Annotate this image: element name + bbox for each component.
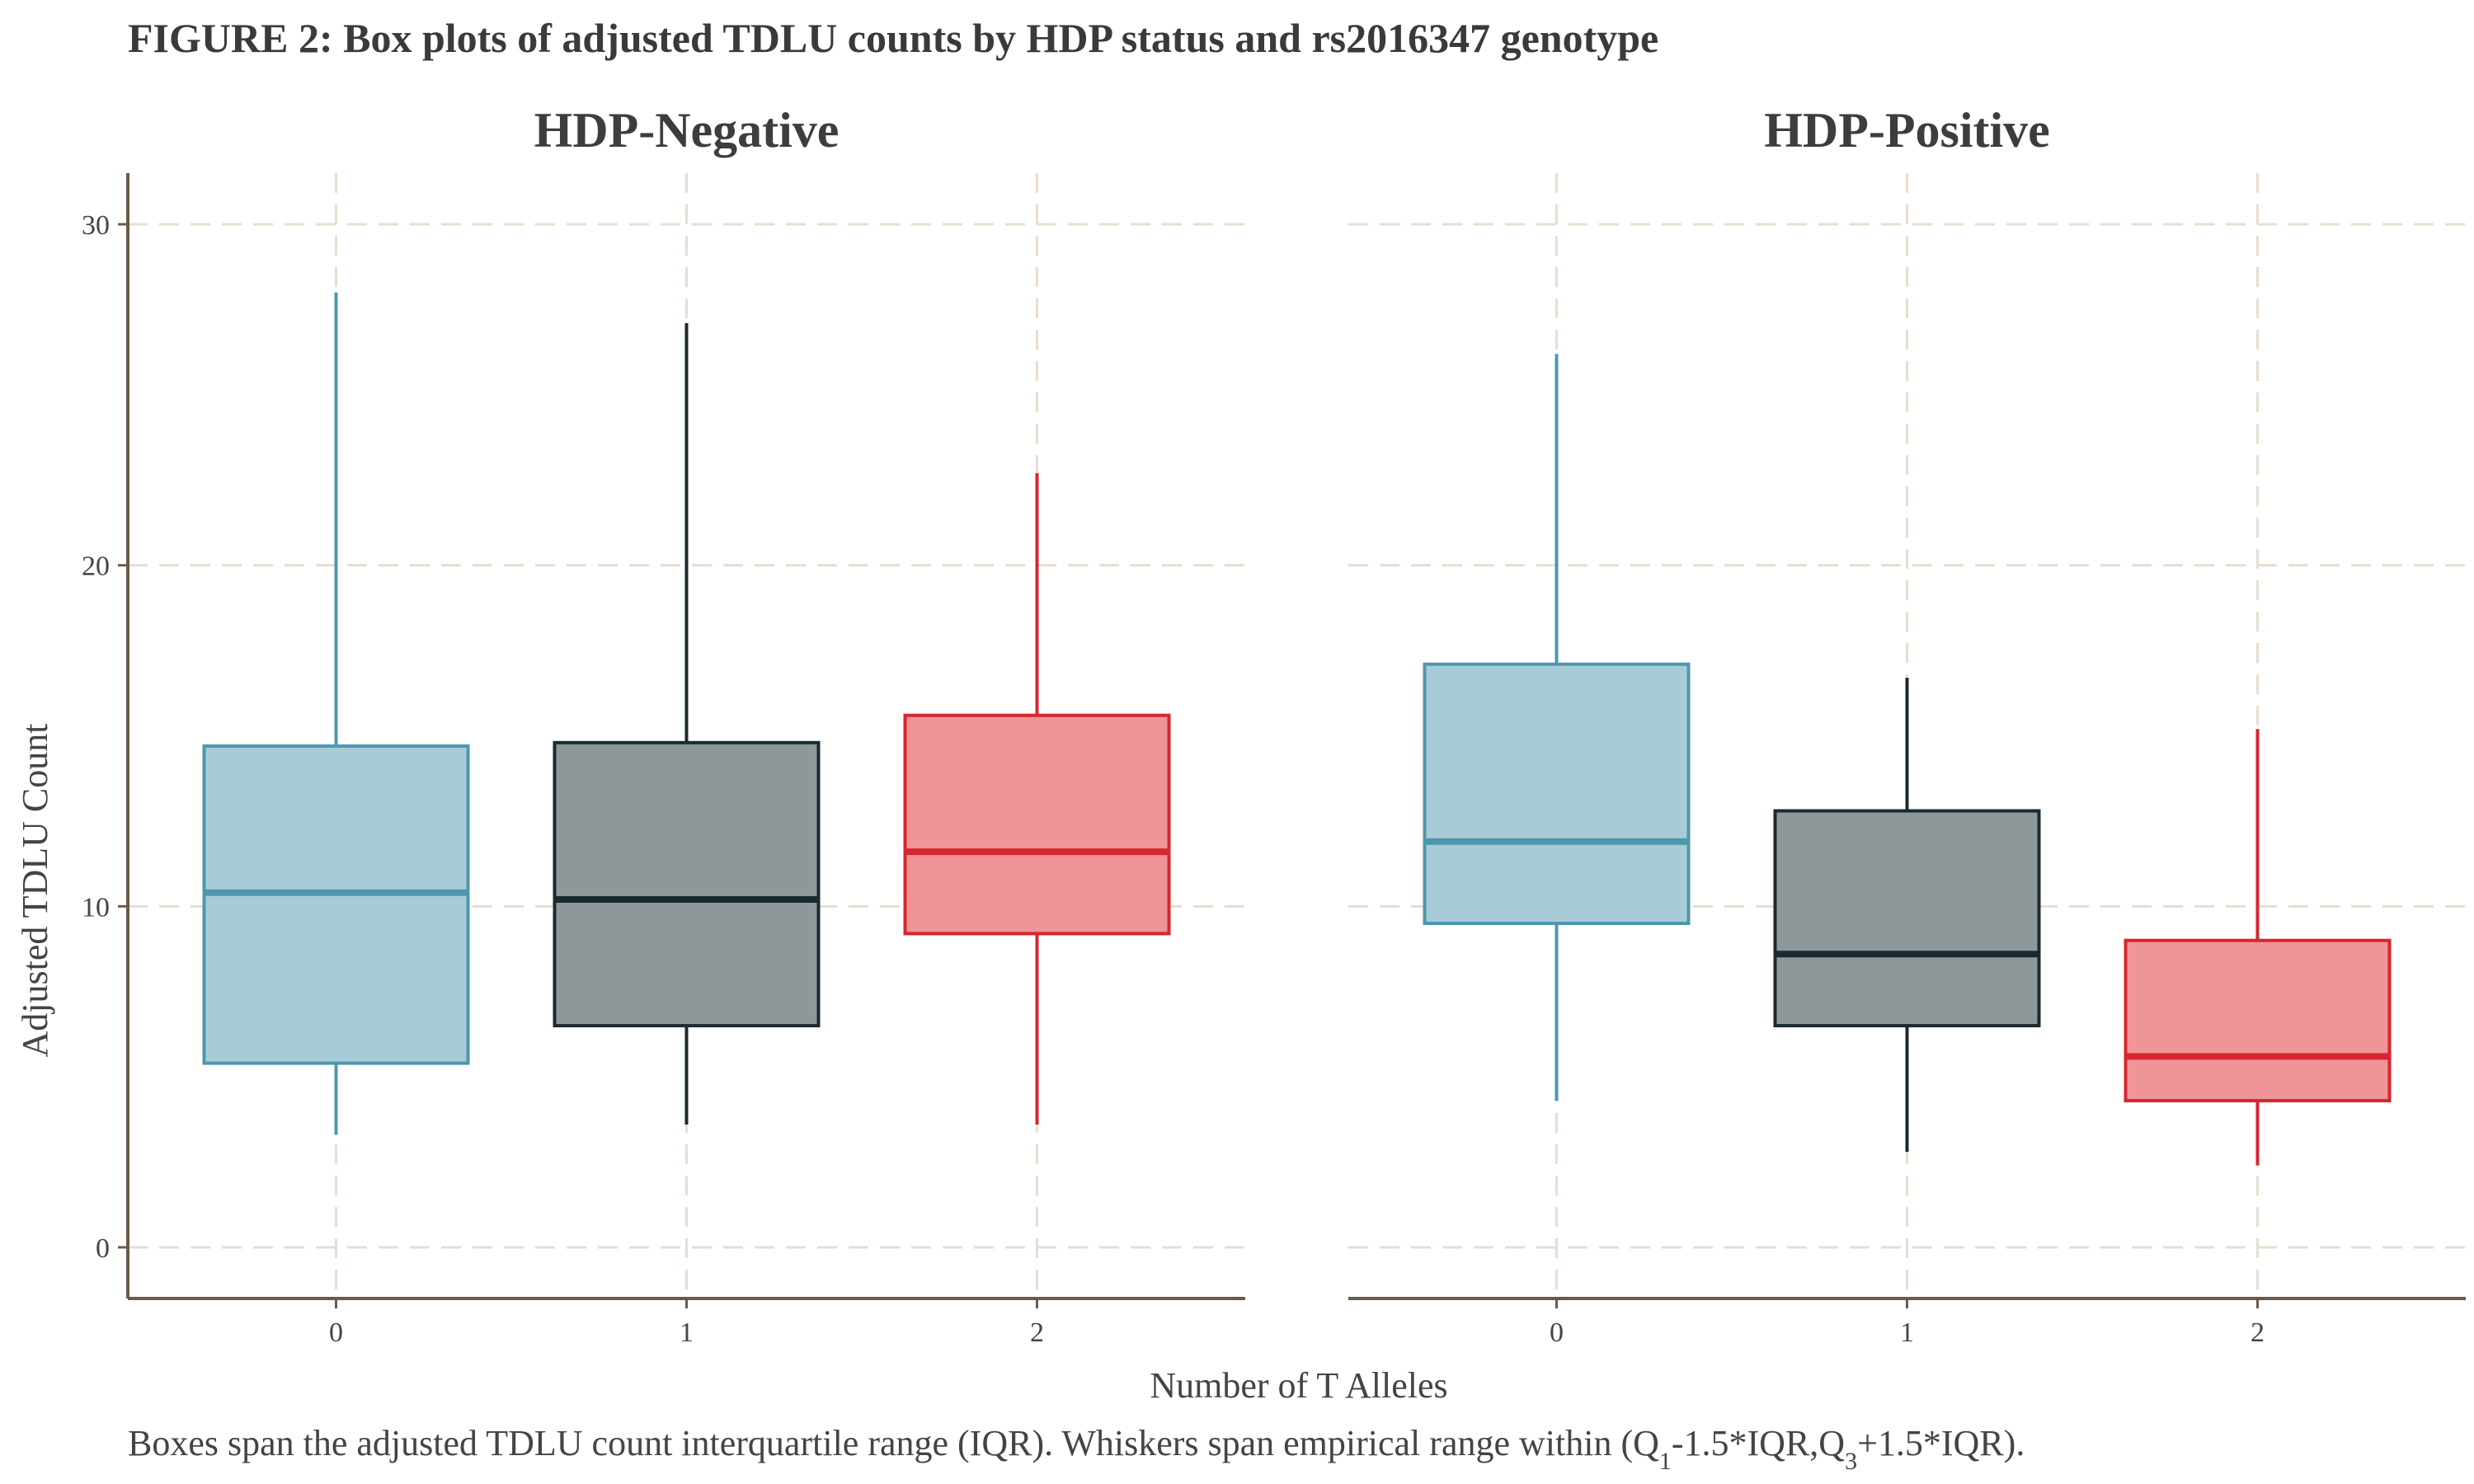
box-hdp-negative-2 (903, 473, 1171, 1125)
box-iqr (2124, 938, 2392, 1103)
panel-hdp-negative: HDP-Negative 0 1 2 0 10 20 30 (82, 103, 1245, 1348)
x-ticks-hdp-positive: 0 1 2 (1550, 1298, 2265, 1348)
box-iqr (903, 713, 1171, 936)
y-tick-label-20: 20 (82, 552, 110, 582)
box-hdp-positive-2 (2124, 729, 2392, 1166)
y-tick-label-10: 10 (82, 892, 110, 923)
box-hdp-positive-0 (1423, 354, 1691, 1101)
box-hdp-negative-1 (553, 323, 821, 1125)
box-iqr (1773, 809, 2041, 1028)
y-ticks: 0 10 20 30 (82, 210, 128, 1264)
caption-sub-1: 1 (1659, 1448, 1672, 1475)
box-iqr (1423, 662, 1691, 925)
caption-prefix: Boxes span the adjusted TDLU count inter… (128, 1423, 1659, 1463)
y-tick-label-30: 30 (82, 210, 110, 241)
figure-caption: Boxes span the adjusted TDLU count inter… (128, 1423, 2025, 1475)
x-tick-label-2: 2 (1030, 1317, 1044, 1348)
boxes-hdp-negative (202, 292, 1171, 1135)
caption-sub-3: 3 (1845, 1448, 1857, 1475)
x-tick-label-1: 1 (680, 1317, 694, 1348)
y-tick-label-0: 0 (96, 1233, 110, 1264)
x-tick-label-0: 0 (329, 1317, 343, 1348)
x-axis-label: Number of T Alleles (1150, 1365, 1447, 1406)
axes-hdp-negative (126, 173, 1245, 1300)
x-tick-label-1: 1 (1900, 1317, 1914, 1348)
y-axis-label: Adjusted TDLU Count (15, 724, 55, 1058)
box-iqr (202, 744, 470, 1065)
box-iqr (553, 740, 821, 1028)
x-ticks-hdp-negative: 0 1 2 (329, 1298, 1044, 1348)
box-hdp-negative-0 (202, 292, 470, 1135)
panel-hdp-positive: HDP-Positive 0 1 2 (1348, 103, 2466, 1348)
x-tick-label-2: 2 (2251, 1317, 2265, 1348)
panel-title-hdp-negative: HDP-Negative (534, 103, 840, 157)
boxes-hdp-positive (1423, 354, 2392, 1166)
figure-title: FIGURE 2: Box plots of adjusted TDLU cou… (128, 15, 1658, 61)
x-tick-label-0: 0 (1550, 1317, 1564, 1348)
caption-suffix: +1.5*IQR). (1857, 1423, 2025, 1463)
panel-title-hdp-positive: HDP-Positive (1764, 103, 2050, 157)
box-hdp-positive-1 (1773, 678, 2041, 1153)
caption-mid: -1.5*IQR,Q (1672, 1423, 1845, 1463)
